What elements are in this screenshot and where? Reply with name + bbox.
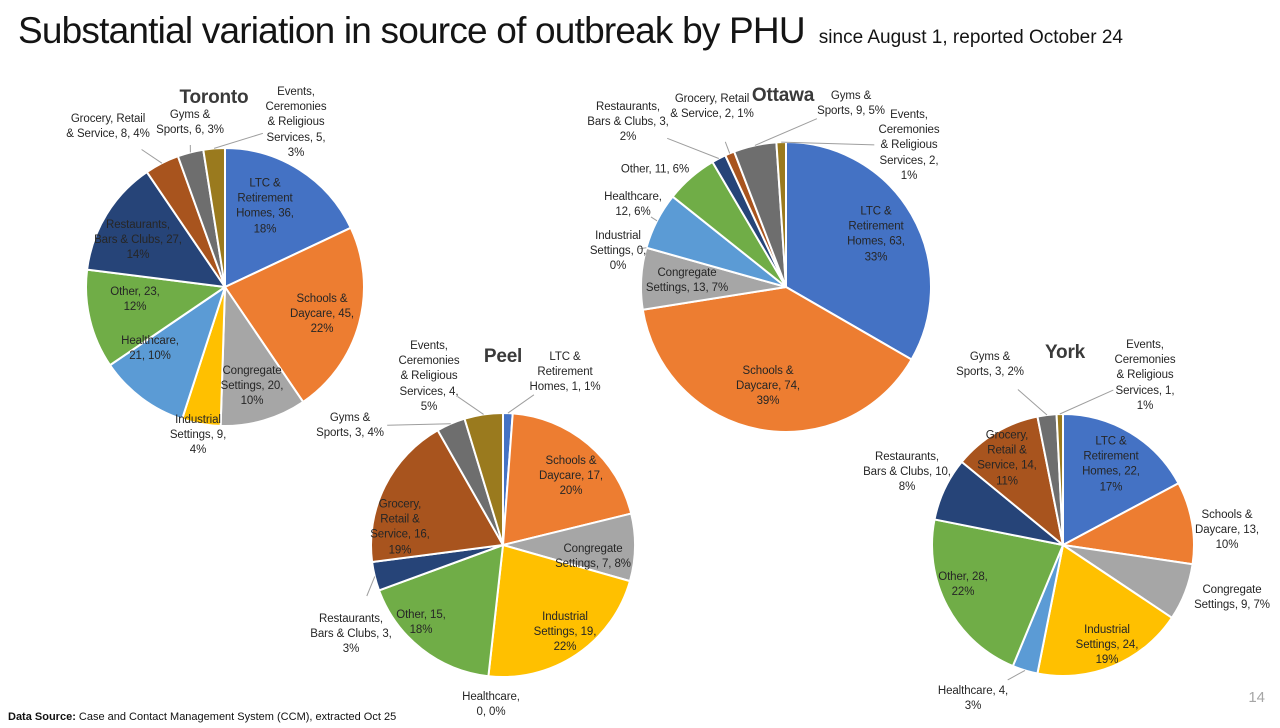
data-source-text: Case and Contact Management System (CCM)…	[75, 711, 397, 723]
slice-toronto-congregate-settings	[219, 286, 305, 427]
pie-title-ottawa: Ottawa	[751, 85, 815, 106]
leader-peel-gyms-sports	[387, 423, 451, 426]
label-ottawa-events-ceremonies-religious-services: Events, Ceremonies & Religious Services,…	[878, 109, 940, 182]
label-toronto-healthcare: Healthcare, 21, 10%	[121, 334, 179, 362]
slice-york-industrial-settings	[1036, 544, 1173, 677]
data-source-note: Data Source: Case and Contact Management…	[8, 711, 396, 723]
label-york-congregate-settings: Congregate Settings, 9, 7%	[1194, 583, 1270, 611]
label-york-industrial-settings: Industrial Settings, 24, 19%	[1075, 624, 1139, 667]
pie-title-toronto: Toronto	[179, 87, 249, 108]
label-york-ltc-retirement-homes: LTC & Retirement Homes, 22, 17%	[1082, 435, 1140, 494]
leader-york-gyms-sports	[1017, 389, 1048, 416]
label-ottawa-ltc-retirement-homes: LTC & Retirement Homes, 63, 33%	[847, 205, 905, 264]
label-york-other: Other, 28, 22%	[938, 570, 988, 598]
leader-ottawa-grocery-retail-service	[724, 141, 731, 154]
label-ottawa-industrial-settings: Industrial Settings, 0, 0%	[589, 230, 647, 273]
leader-york-events-ceremonies-religious-services	[1059, 389, 1114, 415]
pie-title-york: York	[1044, 342, 1086, 363]
label-peel-gyms-sports: Gyms & Sports, 3, 4%	[316, 411, 384, 439]
label-ottawa-restaurants-bars-clubs: Restaurants, Bars & Clubs, 3, 2%	[587, 101, 669, 144]
slice-toronto-schools-daycare	[224, 226, 365, 403]
data-source-label: Data Source:	[8, 711, 76, 723]
label-york-restaurants-bars-clubs: Restaurants, Bars & Clubs, 10, 8%	[863, 451, 951, 494]
label-peel-events-ceremonies-religious-services: Events, Ceremonies & Religious Services,…	[398, 340, 460, 413]
label-york-schools-daycare: Schools & Daycare, 13, 10%	[1195, 509, 1259, 552]
slice-ottawa-ltc-retirement-homes	[785, 141, 932, 361]
slice-toronto-other	[85, 268, 226, 367]
label-toronto-gyms-sports: Gyms & Sports, 6, 3%	[156, 108, 224, 136]
leader-toronto-grocery-retail-service	[141, 149, 163, 164]
label-peel-congregate-settings: Congregate Settings, 7, 8%	[555, 542, 631, 570]
label-toronto-congregate-settings: Congregate Settings, 20, 10%	[220, 365, 284, 408]
slide-subtitle: since August 1, reported October 24	[818, 27, 1123, 48]
label-york-healthcare: Healthcare, 4, 3%	[937, 684, 1009, 712]
leader-ottawa-healthcare	[650, 216, 658, 222]
slice-toronto-ltc-retirement-homes	[224, 147, 352, 288]
label-york-gyms-sports: Gyms & Sports, 3, 2%	[956, 350, 1024, 378]
leader-peel-restaurants-bars-clubs	[366, 576, 376, 597]
label-ottawa-congregate-settings: Congregate Settings, 13, 7%	[645, 266, 729, 294]
label-peel-schools-daycare: Schools & Daycare, 17, 20%	[539, 455, 603, 498]
leader-peel-events-ceremonies-religious-services	[457, 396, 484, 415]
slice-york-grocery-retail-service	[960, 415, 1064, 546]
label-peel-industrial-settings: Industrial Settings, 19, 22%	[533, 611, 597, 654]
slice-peel-industrial-settings	[487, 544, 631, 678]
leader-ottawa-industrial-settings	[639, 247, 647, 250]
slice-peel-events-ceremonies-religious-services	[463, 412, 504, 546]
leader-toronto-events-ceremonies-religious-services	[213, 132, 264, 149]
label-ottawa-other: Other, 11, 6%	[620, 163, 690, 176]
slice-york-other	[931, 518, 1064, 668]
leader-peel-ltc-retirement-homes	[507, 394, 535, 414]
label-ottawa-healthcare: Healthcare, 12, 6%	[604, 190, 662, 218]
slice-york-ltc-retirement-homes	[1062, 413, 1180, 546]
label-peel-ltc-retirement-homes: LTC & Retirement Homes, 1, 1%	[529, 351, 601, 394]
leader-ottawa-restaurants-bars-clubs	[667, 137, 719, 159]
label-toronto-other: Other, 23, 12%	[110, 285, 160, 313]
label-toronto-ltc-retirement-homes: LTC & Retirement Homes, 36, 18%	[236, 177, 294, 236]
label-toronto-restaurants-bars-clubs: Restaurants, Bars & Clubs, 27, 14%	[94, 219, 182, 262]
leader-york-healthcare	[1007, 669, 1026, 681]
label-peel-healthcare: Healthcare, 0, 0%	[462, 690, 520, 718]
label-toronto-schools-daycare: Schools & Daycare, 45, 22%	[290, 293, 354, 336]
slide-header: Substantial variation in source of outbr…	[18, 10, 1123, 52]
label-peel-grocery-retail-service: Grocery, Retail & Service, 16, 19%	[370, 498, 430, 557]
label-ottawa-gyms-sports: Gyms & Sports, 9, 5%	[817, 89, 885, 117]
label-toronto-industrial-settings: Industrial Settings, 9, 4%	[169, 414, 227, 457]
leader-ottawa-events-ceremonies-religious-services	[781, 141, 875, 146]
slice-peel-other	[378, 544, 504, 678]
slice-toronto-events-ceremonies-religious-services	[202, 147, 226, 288]
leader-ottawa-gyms-sports	[754, 118, 818, 146]
label-york-events-ceremonies-religious-services: Events, Ceremonies & Religious Services,…	[1114, 339, 1176, 412]
label-peel-other: Other, 15, 18%	[396, 608, 446, 636]
label-peel-restaurants-bars-clubs: Restaurants, Bars & Clubs, 3, 3%	[310, 613, 392, 656]
pie-title-peel: Peel	[483, 346, 523, 367]
slice-toronto-healthcare	[109, 286, 226, 421]
slice-york-events-ceremonies-religious-services	[1055, 413, 1064, 546]
slice-toronto-restaurants-bars-clubs	[86, 171, 226, 288]
slice-ottawa-schools-daycare	[641, 286, 913, 433]
slice-york-schools-daycare	[1062, 482, 1195, 566]
label-ottawa-grocery-retail-service: Grocery, Retail & Service, 2, 1%	[670, 92, 754, 120]
label-toronto-events-ceremonies-religious-services: Events, Ceremonies & Religious Services,…	[265, 86, 327, 159]
label-toronto-grocery-retail-service: Grocery, Retail & Service, 8, 4%	[66, 112, 150, 140]
label-ottawa-schools-daycare: Schools & Daycare, 74, 39%	[736, 365, 800, 408]
slice-peel-schools-daycare	[502, 412, 633, 546]
slice-peel-grocery-retail-service	[370, 429, 504, 564]
label-york-grocery-retail-service: Grocery, Retail & Service, 14, 11%	[977, 429, 1037, 488]
page-number: 14	[1248, 689, 1265, 706]
slide-title: Substantial variation in source of outbr…	[18, 10, 806, 51]
